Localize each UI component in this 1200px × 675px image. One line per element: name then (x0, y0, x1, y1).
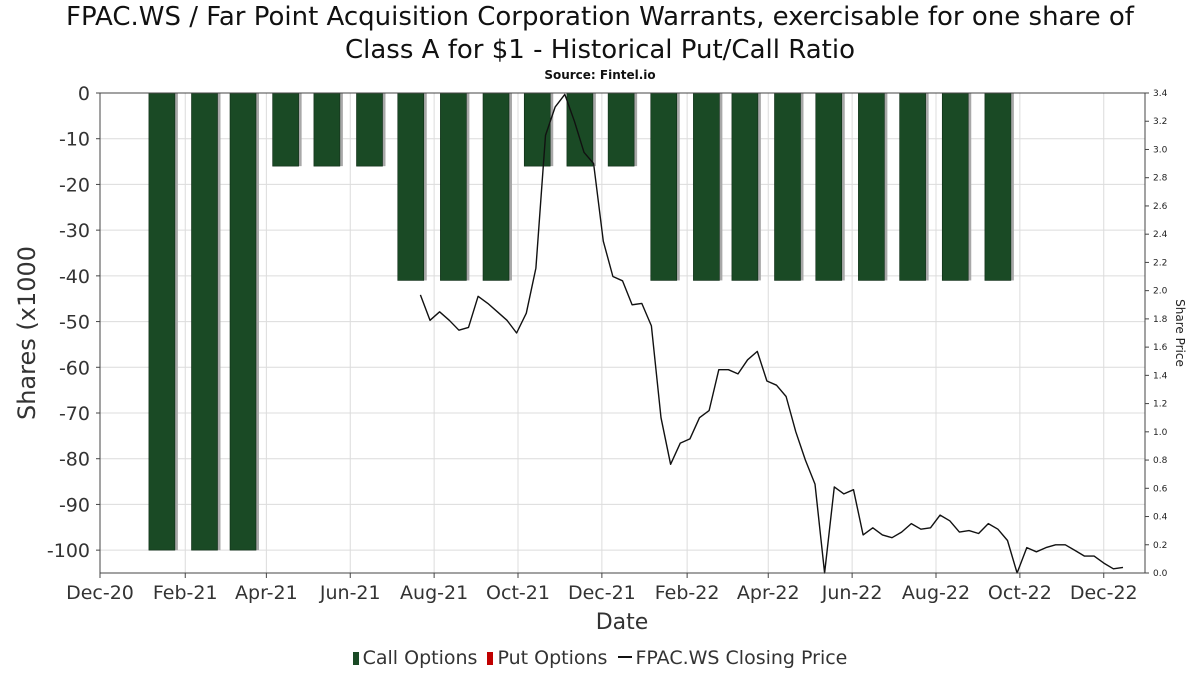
call-bar (440, 92, 467, 281)
right-axis-ticks: 3.4 3.2 3.0 2.8 2.6 2.4 2.2 2.0 1.8 1.6 1.4 1.2 1.0 0… (1145, 89, 1168, 579)
price-line (419, 93, 1124, 574)
call-bar (650, 92, 678, 281)
y-axis-label: Shares (x1000 (13, 246, 41, 420)
call-bar (984, 92, 1012, 281)
call-bar (899, 92, 926, 281)
call-bar (774, 92, 801, 281)
y2-axis-label: Share Price (1173, 299, 1187, 367)
legend-call-options[interactable]: Call Options (352, 647, 478, 669)
put-swatch-icon (487, 652, 494, 665)
call-bar (607, 92, 635, 167)
legend-call-label: Call Options (362, 647, 478, 669)
x-tick-label: Jun-22 (821, 582, 883, 604)
x-tick-label: Apr-22 (737, 582, 800, 604)
x-tick-label: Aug-21 (400, 582, 468, 604)
x-tick-label: Dec-22 (1070, 582, 1138, 604)
x-tick-label: Aug-22 (902, 582, 970, 604)
y2-tick-label: 0.2 (1153, 541, 1167, 551)
y2-tick-label: 2.6 (1153, 202, 1168, 212)
call-bar (693, 92, 720, 281)
legend-put-options[interactable]: Put Options (487, 647, 607, 669)
y2-tick-label: 2.2 (1153, 258, 1167, 268)
call-bar (356, 92, 383, 167)
call-bar (858, 92, 885, 281)
y-tick-label: -20 (59, 174, 90, 196)
x-axis-ticks: Dec-20 Feb-21 Apr-21 Jun-21 Aug-21 Oct-21 Dec-… (66, 573, 1138, 604)
plot-frame (99, 92, 1146, 574)
x-tick-label: Jun-21 (319, 582, 381, 604)
y2-tick-label: 0.0 (1153, 569, 1168, 579)
legend-put-label: Put Options (497, 647, 608, 669)
call-bar (397, 92, 425, 281)
y2-tick-label: 1.4 (1153, 371, 1168, 381)
price-line-group (419, 93, 1124, 574)
y2-tick-label: 1.8 (1153, 315, 1168, 325)
y-tick-label: -40 (59, 266, 90, 288)
call-bar (566, 92, 594, 167)
chart-title-line-1: FPAC.WS / Far Point Acquisition Corporat… (66, 2, 1134, 32)
y-tick-label: -100 (47, 540, 90, 562)
y-tick-label: -80 (59, 449, 90, 471)
legend-closing-price[interactable]: FPAC.WS Closing Price (617, 647, 848, 669)
y2-tick-label: 0.8 (1153, 456, 1168, 466)
y2-tick-label: 1.0 (1153, 428, 1168, 438)
y2-tick-label: 1.2 (1153, 400, 1167, 410)
y-tick-label: -60 (59, 357, 90, 379)
legend-price-label: FPAC.WS Closing Price (635, 647, 848, 669)
y2-tick-label: 2.4 (1153, 230, 1168, 240)
y-tick-label: -10 (59, 129, 90, 151)
x-tick-label: Oct-21 (486, 582, 550, 604)
y-tick-label: -50 (59, 312, 90, 334)
x-axis-label: Date (596, 610, 649, 635)
call-bar (313, 92, 341, 167)
x-tick-label: Feb-22 (655, 582, 720, 604)
y2-tick-label: 2.0 (1153, 287, 1168, 297)
y-tick-label: -30 (59, 220, 90, 242)
call-bar (148, 92, 176, 551)
chart-title-line-2: Class A for $1 - Historical Put/Call Rat… (345, 35, 855, 65)
call-bar (191, 92, 218, 551)
x-tick-label: Apr-21 (235, 582, 298, 604)
y2-tick-label: 3.0 (1153, 145, 1168, 155)
y-tick-label: -70 (59, 403, 90, 425)
call-swatch-icon (352, 652, 359, 665)
y2-tick-label: 3.2 (1153, 117, 1167, 127)
y-tick-label: 0 (78, 83, 90, 105)
y2-tick-label: 0.6 (1153, 484, 1168, 494)
call-bar (482, 92, 510, 281)
y2-tick-label: 3.4 (1153, 89, 1168, 99)
chart-subtitle: Source: Fintel.io (544, 68, 656, 82)
x-tick-label: Feb-21 (153, 582, 218, 604)
y2-tick-label: 1.6 (1153, 343, 1168, 353)
call-bar (731, 92, 759, 281)
x-tick-label: Dec-21 (568, 582, 636, 604)
x-tick-label: Oct-22 (988, 582, 1052, 604)
call-bar (815, 92, 843, 281)
call-bar (941, 92, 969, 281)
line-swatch-icon (617, 656, 632, 658)
y2-tick-label: 2.8 (1153, 174, 1168, 184)
call-bar (523, 92, 551, 167)
y-tick-label: -90 (59, 494, 90, 516)
left-axis-ticks: 0 -10 -20 -30 -40 -50 -60 -70 -80 -90 -100 (47, 83, 100, 562)
call-bar (229, 92, 257, 551)
y2-tick-label: 0.4 (1153, 513, 1168, 523)
x-tick-label: Dec-20 (66, 582, 134, 604)
call-bar (272, 92, 299, 167)
chart-legend: Call Options Put Options FPAC.WS Closing… (0, 647, 1200, 669)
